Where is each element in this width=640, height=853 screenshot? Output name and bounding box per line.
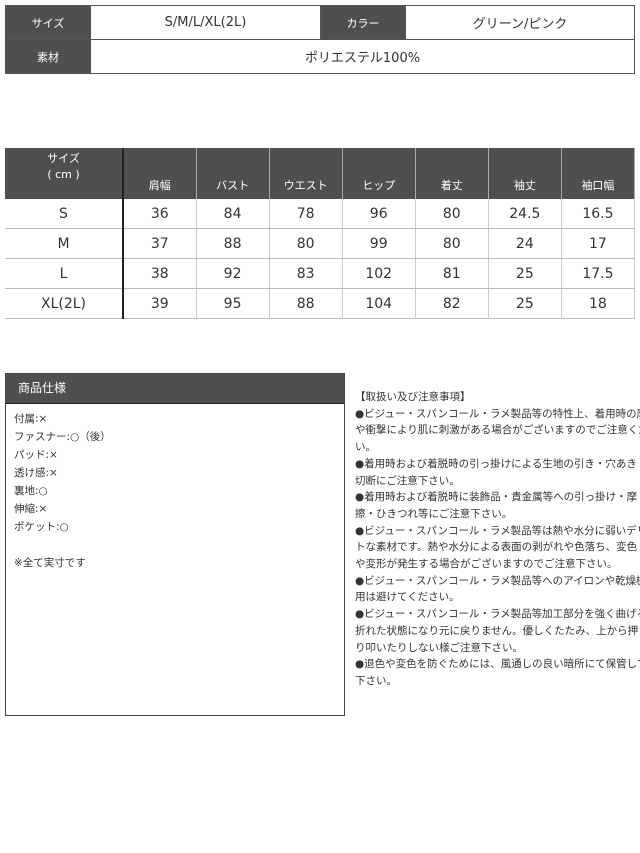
spec-item: 伸縮:× [14, 503, 48, 515]
note-line: ●着用時および着脱時に装飾品・貴金属等への引っ掛け・摩 [355, 491, 638, 504]
measurement-cell: 95 [196, 288, 270, 319]
spec-item: ファスナー:○（後） [14, 431, 111, 443]
column-header: 袖丈 [488, 148, 562, 199]
measurement-cell: 84 [196, 199, 270, 229]
size-cell: M [5, 228, 124, 259]
measurement-cell: 17 [561, 228, 636, 259]
size-cell: S [5, 199, 124, 229]
measurement-cell: 80 [415, 199, 489, 229]
spec-item: 裏地:○ [14, 485, 48, 497]
table-row: L 38 92 83 102 81 25 17.5 [5, 258, 636, 289]
measurement-cell: 96 [342, 199, 416, 229]
note-line: ●退色や変色を防ぐためには、風通しの良い暗所にて保管して [355, 658, 640, 671]
note-line: 下さい。 [355, 674, 397, 687]
note-line: ●ビジュー・スパンコール・ラメ製品等加工部分を強く曲げると [355, 608, 640, 621]
care-notes-title: 【取扱い及び注意事項】 [355, 391, 471, 403]
measurement-cell: 78 [269, 199, 343, 229]
table-row: S 36 84 78 96 80 24.5 16.5 [5, 199, 636, 229]
note-line: や衝撃により肌に刺激がある場合がございますのでご注意くださ [355, 424, 640, 437]
column-header: バスト [196, 148, 270, 199]
column-header: 袖口幅 [561, 148, 636, 199]
unit-label: ( cm ) [47, 168, 80, 181]
measurement-cell: 80 [415, 228, 489, 259]
measurement-cell: 80 [269, 228, 343, 259]
measurement-cell: 81 [415, 258, 489, 289]
table-row: XL(2L) 39 95 88 104 82 25 18 [5, 288, 636, 319]
note-line: 用は避けてください。 [355, 591, 460, 604]
measurement-cell: 38 [123, 258, 197, 289]
measurement-cell: 39 [123, 288, 197, 319]
column-header: 肩幅 [123, 148, 197, 199]
measurement-cell: 92 [196, 258, 270, 289]
spec-note: ※全て実寸です [14, 557, 86, 569]
measurement-cell: 18 [561, 288, 636, 319]
color-value: グリーン/ピンク [405, 5, 635, 40]
size-label: サイズ [5, 5, 91, 40]
spec-item: ポケット:○ [14, 521, 69, 533]
note-line: 擦・ひきつれ等にご注意下さい。 [355, 507, 513, 520]
size-value: S/M/L/XL(2L) [90, 5, 321, 40]
note-line: ●着用時および着脱時の引っ掛けによる生地の引き・穴あき・ [355, 457, 640, 470]
column-header: 着丈 [415, 148, 489, 199]
note-line: トな素材です。熱や水分による表面の剥がれや色落ち、変色 [355, 541, 638, 554]
spec-item: パッド:× [14, 449, 58, 461]
size-cell: XL(2L) [5, 288, 124, 319]
measurement-cell: 36 [123, 199, 197, 229]
measurement-cell: 37 [123, 228, 197, 259]
spec-box: 商品仕様 付属:× ファスナー:○（後） パッド:× 透け感:× 裏地:○ 伸縮:× ポケッ… [5, 373, 345, 716]
spec-item: 付属:× [14, 413, 48, 425]
product-info-table: サイズ S/M/L/XL(2L) カラー グリーン/ピンク 素材 ポリエステル100% [5, 5, 635, 74]
color-label: カラー [320, 5, 406, 40]
note-line: い。 [355, 441, 376, 454]
size-header: サイズ ( cm ) [5, 148, 124, 199]
measurement-cell: 102 [342, 258, 416, 289]
measurement-cell: 24.5 [488, 199, 562, 229]
size-header-label: サイズ [47, 152, 80, 165]
note-line: り叩いたりしない様ご注意下さい。 [355, 641, 523, 654]
measurement-cell: 17.5 [561, 258, 636, 289]
measurement-cell: 24 [488, 228, 562, 259]
note-line: ●ビジュー・スパンコール・ラメ製品等へのアイロンや乾燥機の使 [355, 574, 640, 587]
spec-title: 商品仕様 [6, 374, 344, 404]
note-line: 折れた状態になり元に戻りません。優しくたたみ、上から押さえた [355, 624, 640, 637]
measurement-cell: 16.5 [561, 199, 636, 229]
spec-item: 透け感:× [14, 467, 58, 479]
spacer [14, 536, 344, 554]
note-line: ●ビジュー・スパンコール・ラメ製品等の特性上、着用時の摩擦 [355, 407, 640, 420]
measurement-cell: 25 [488, 288, 562, 319]
material-label: 素材 [5, 39, 91, 74]
measurement-cell: 88 [196, 228, 270, 259]
measurement-cell: 104 [342, 288, 416, 319]
size-table: サイズ ( cm ) 肩幅 バスト ウエスト ヒップ 着丈 袖丈 袖口幅 S 36 84 78 96 80… [5, 148, 636, 319]
measurement-cell: 83 [269, 258, 343, 289]
care-notes: 【取扱い及び注意事項】 ●ビジュー・スパンコール・ラメ製品等の特性上、着用時の摩… [355, 389, 640, 690]
note-line: 切断にご注意下さい。 [355, 474, 460, 487]
column-header: ヒップ [342, 148, 416, 199]
note-line: や変形が発生する場合がございますのでご注意下さい。 [355, 558, 618, 571]
measurement-cell: 99 [342, 228, 416, 259]
measurement-cell: 82 [415, 288, 489, 319]
note-line: ●ビジュー・スパンコール・ラメ製品等は熱や水分に弱いデリケー [355, 524, 640, 537]
material-value: ポリエステル100% [90, 39, 635, 74]
measurement-cell: 88 [269, 288, 343, 319]
size-cell: L [5, 258, 124, 289]
table-row: M 37 88 80 99 80 24 17 [5, 228, 636, 259]
column-header: ウエスト [269, 148, 343, 199]
measurement-cell: 25 [488, 258, 562, 289]
